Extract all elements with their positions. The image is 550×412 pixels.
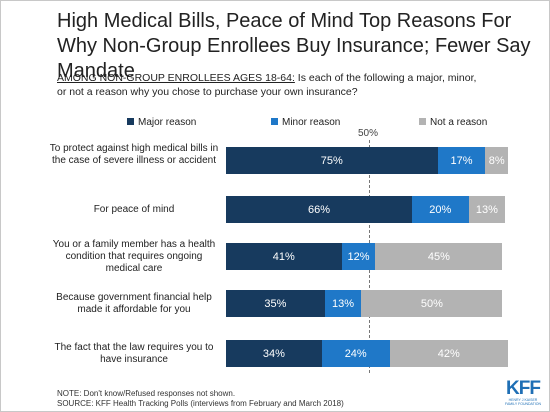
- source-text: SOURCE: KFF Health Tracking Polls (inter…: [57, 399, 344, 408]
- category-label: You or a family member has a health cond…: [52, 238, 216, 274]
- bar-segment-minor: 17%: [437, 147, 486, 174]
- bar-value-label: 20%: [429, 203, 452, 216]
- category-label: The fact that the law requires you to ha…: [54, 341, 214, 365]
- logo-sub-line-1: HENRY J KAISER: [508, 398, 538, 402]
- reference-line-label: 50%: [358, 128, 379, 139]
- category-label: For peace of mind: [93, 203, 175, 215]
- legend-swatch-minor: [271, 118, 278, 125]
- chart-subtitle: AMONG NON-GROUP ENROLLEES AGES 18-64: Is…: [57, 71, 487, 99]
- legend-swatch-not: [419, 118, 426, 125]
- bar-value-label: 41%: [272, 250, 295, 263]
- bar-segment-not: 42%: [389, 340, 508, 367]
- bar-value-label: 13%: [475, 203, 498, 216]
- bar-row: 66% 20% 13%: [226, 196, 508, 223]
- bar-segment-major: 75%: [226, 147, 438, 174]
- legend-item-not: Not a reason: [419, 117, 487, 128]
- bar-row: 35% 13% 50%: [226, 290, 508, 317]
- bar-value-label: 17%: [450, 154, 473, 167]
- bar-segment-not: 8%: [485, 147, 508, 174]
- subtitle-population: AMONG NON-GROUP ENROLLEES AGES 18-64:: [57, 72, 295, 84]
- bar-value-label: 13%: [332, 297, 355, 310]
- chart-title: High Medical Bills, Peace of Mind Top Re…: [57, 10, 531, 82]
- kff-logo: KFF HENRY J KAISER FAMILY FOUNDATION: [503, 378, 543, 406]
- bar-value-label: 75%: [320, 154, 343, 167]
- bar-segment-minor: 13%: [324, 290, 362, 317]
- logo-word: KFF: [506, 378, 541, 399]
- bar-segment-minor: 24%: [321, 340, 390, 367]
- bar-value-label: 12%: [347, 250, 370, 263]
- legend-label-major: Major reason: [138, 117, 197, 128]
- bar-value-label: 34%: [262, 347, 285, 360]
- legend-item-major: Major reason: [127, 117, 196, 128]
- bar-value-label: 66%: [308, 203, 331, 216]
- chart-notes: NOTE: Don't know/Refused responses not s…: [57, 389, 344, 409]
- bar-row: 41% 12% 45%: [226, 243, 508, 270]
- category-label: Because government financial help made i…: [56, 291, 212, 315]
- bar-value-label: 35%: [264, 297, 287, 310]
- bar-segment-minor: 20%: [412, 196, 469, 223]
- bar-row: 34% 24% 42%: [226, 340, 508, 367]
- bar-segment-major: 41%: [226, 243, 342, 270]
- bar-value-label: 45%: [427, 250, 450, 263]
- subtitle-question: Is each of the following a major, minor,…: [57, 72, 477, 98]
- bar-value-label: 8%: [488, 154, 505, 167]
- bar-value-label: 50%: [420, 297, 443, 310]
- bar-segment-major: 34%: [226, 340, 322, 367]
- bar-segment-minor: 12%: [341, 243, 376, 270]
- bar-value-label: 42%: [437, 347, 460, 360]
- bar-segment-major: 35%: [226, 290, 325, 317]
- bar-value-label: 24%: [344, 347, 367, 360]
- note-text: NOTE: Don't know/Refused responses not s…: [57, 389, 236, 398]
- bar-segment-major: 66%: [226, 196, 413, 223]
- bar-segment-not: 45%: [375, 243, 503, 270]
- category-label: To protect against high medical bills in…: [49, 142, 219, 166]
- legend-item-minor: Minor reason: [271, 117, 340, 128]
- bar-segment-not: 13%: [468, 196, 506, 223]
- logo-sub-line-2: FAMILY FOUNDATION: [505, 402, 541, 406]
- bar-row: 75% 17% 8%: [226, 147, 508, 174]
- legend-label-minor: Minor reason: [282, 117, 341, 128]
- bar-segment-not: 50%: [361, 290, 503, 317]
- legend-swatch-major: [127, 118, 134, 125]
- legend-label-not: Not a reason: [430, 117, 488, 128]
